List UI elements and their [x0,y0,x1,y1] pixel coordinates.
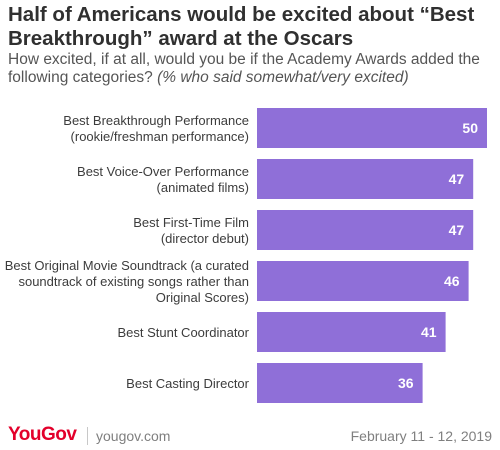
footer-divider [87,427,88,445]
bar-value-label-3: 47 [449,222,465,238]
footer: YouGov yougov.com February 11 - 12, 2019 [0,422,500,450]
bar-chart: 50 Best Breakthrough Performance (rookie/f… [5,108,487,403]
category-label-4: Best Original Movie Soundtrack (a curate… [5,258,249,305]
bar-value-label-2: 47 [449,171,465,187]
survey-date: February 11 - 12, 2019 [350,428,492,444]
category-label-6: Best Casting Director [126,376,249,391]
bar-4 [257,261,469,301]
category-label-3: Best First-Time Film (director debut) [133,215,249,246]
survey-question: How excited, if at all, would you be if … [8,51,480,86]
chart-title: Half of Americans would be excited about… [8,3,475,50]
bar-2 [257,159,474,199]
category-label-2: Best Voice-Over Performance (animated fil… [77,164,249,195]
bar-value-label-4: 46 [444,273,460,289]
survey-note: (% who said somewhat/very excited) [157,69,409,86]
category-label-5: Best Stunt Coordinator [117,325,249,340]
bar-value-label-5: 41 [421,324,437,340]
bar-1 [257,108,487,148]
bar-6 [257,363,423,403]
yougov-logo: YouGov [8,424,77,445]
site-link[interactable]: yougov.com [96,428,171,444]
bar-value-label-1: 50 [462,120,478,136]
chart-subtitle: How excited, if at all, would you be if … [8,51,496,87]
bar-value-label-6: 36 [398,375,414,391]
bar-3 [257,210,474,250]
category-label-1: Best Breakthrough Performance (rookie/fre… [63,113,249,144]
bar-5 [257,312,446,352]
